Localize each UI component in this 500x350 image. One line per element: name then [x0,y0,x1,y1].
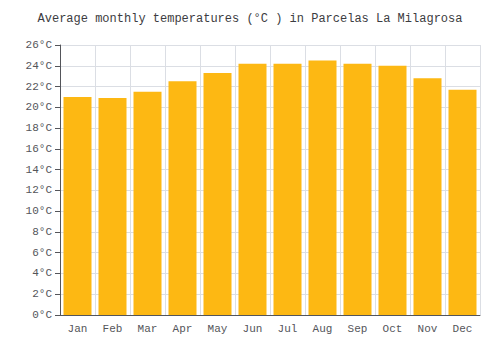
svg-text:Nov: Nov [418,323,438,335]
svg-text:6°C: 6°C [32,247,52,259]
svg-text:22°C: 22°C [26,81,53,93]
svg-text:0°C: 0°C [32,309,52,321]
svg-text:Dec: Dec [453,323,473,335]
svg-text:Oct: Oct [383,323,403,335]
svg-text:26°C: 26°C [26,39,53,51]
svg-text:8°C: 8°C [32,226,52,238]
svg-text:10°C: 10°C [26,205,53,217]
svg-text:2°C: 2°C [32,288,52,300]
svg-text:12°C: 12°C [26,184,53,196]
svg-text:16°C: 16°C [26,143,53,155]
svg-text:Jun: Jun [243,323,263,335]
svg-text:14°C: 14°C [26,164,53,176]
svg-text:24°C: 24°C [26,60,53,72]
svg-text:May: May [208,323,228,335]
svg-text:20°C: 20°C [26,101,53,113]
svg-text:Apr: Apr [173,323,193,335]
svg-text:Aug: Aug [313,323,333,335]
svg-text:Mar: Mar [138,323,158,335]
svg-text:Jul: Jul [278,323,298,335]
svg-text:4°C: 4°C [32,267,52,279]
svg-text:Jan: Jan [68,323,88,335]
svg-text:18°C: 18°C [26,122,53,134]
svg-text:Average monthly temperatures (: Average monthly temperatures (°C ) in Pa… [38,12,463,26]
svg-text:Sep: Sep [348,323,368,335]
svg-text:Feb: Feb [103,323,123,335]
